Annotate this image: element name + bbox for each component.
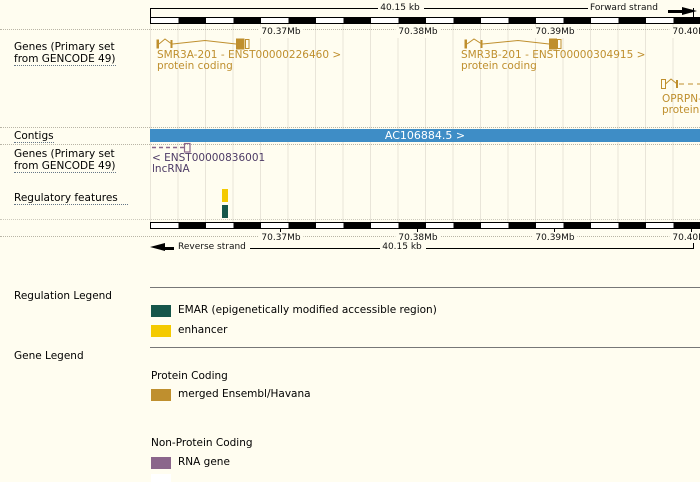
contig-bar[interactable]: AC106884.5 > [150,129,700,142]
exon-block [676,80,678,88]
gene-glyph-smr3a[interactable] [155,36,253,52]
legend-swatch-emar [151,305,171,317]
bottom-tick-label: 70.37Mb [258,233,304,244]
top-tick-label: 70.38Mb [395,27,441,38]
intron-line [172,39,237,45]
top-tick-label: 70.37Mb [258,27,304,38]
legend-swatch-merged [151,389,171,401]
reverse-arrow-tail [163,247,174,250]
gene-glyph-lncrna[interactable] [150,142,196,154]
gene-label-lncrna[interactable]: < ENST00000836001 [152,152,266,164]
utr-block [245,39,250,49]
bottom-scale-line-right [426,248,693,249]
legend-label-enhancer: enhancer [178,324,228,336]
separator-line [0,127,700,128]
forward-strand-arrow-icon [682,6,697,15]
track-label-contigs[interactable]: Contigs [14,130,54,143]
legend-heading-protein-coding: Protein Coding [151,370,228,382]
gene-legend-title: Gene Legend [14,350,84,362]
track-label-genes-forward[interactable]: Genes (Primary set from GENCODE 49) [14,41,116,66]
gene-label-smr3b[interactable]: SMR3B-201 - ENST00000304915 > [461,49,646,61]
gene-biotype-lncrna: lncRNA [152,163,190,175]
reverse-strand-arrow-icon [150,243,165,251]
top-scale-line-left [150,8,378,9]
bottom-tick-label: 70.40Mb [669,233,700,244]
legend-swatch-rna-gene [151,457,171,469]
legend-label-merged: merged Ensembl/Havana [178,388,311,400]
legend-swatch-enhancer [151,325,171,337]
bottom-tick-label: 70.39Mb [532,233,578,244]
track-label-line1: Genes (Primary set [14,41,115,53]
track-label-line2: from GENCODE 49) [14,159,116,173]
separator-line [0,29,700,30]
track-label-genes-reverse[interactable]: Genes (Primary set from GENCODE 49) [14,148,116,173]
legend-heading-non-protein-coding: Non-Protein Coding [151,437,253,449]
track-label-regulatory[interactable]: Regulatory features [14,192,128,205]
gridlines [150,17,700,228]
gene-biotype-smr3b: protein coding [461,60,537,72]
separator-line [0,219,700,220]
bottom-ruler [150,222,700,229]
exon-block [549,38,557,50]
gene-label-oprpn[interactable]: OPRPN- [662,93,700,105]
bottom-ruler-tick [554,228,555,232]
top-scale-label: 40.15 kb [380,3,420,13]
track-label-line1: Genes (Primary set [14,148,115,160]
top-tick-label: 70.40Mb [669,27,700,38]
bottom-ruler-tick [691,228,692,232]
exon-block [183,142,191,153]
bottom-ruler-tick [280,228,281,232]
intron-line [665,78,677,85]
bottom-ruler-tick [417,228,418,232]
track-label-line2: from GENCODE 49) [14,52,116,66]
legend-divider [150,347,700,348]
top-tick-label: 70.39Mb [532,27,578,38]
exon-block [236,38,245,50]
reverse-strand-label: Reverse strand [178,242,246,252]
top-ruler [150,17,700,24]
intron-line [158,38,172,45]
legend-label-rna-gene: RNA gene [178,456,230,468]
bottom-tick-label: 70.38Mb [395,233,441,244]
exon-block [464,39,467,49]
gene-glyph-oprpn[interactable] [660,76,700,92]
top-scale-line-right [424,8,588,9]
contig-name: AC106884.5 > [384,129,466,142]
forward-arrow-tail [668,10,684,13]
intron-line [482,39,550,45]
bottom-scale-label: 40.15 kb [382,242,422,252]
utr-block [557,39,562,49]
separator-line [0,144,700,145]
exon-block [480,40,483,48]
top-scale-left-tick [150,8,151,17]
regulatory-emar-block[interactable] [222,205,228,218]
gene-glyph-smr3b[interactable] [463,36,563,52]
regulatory-enhancer-block[interactable] [222,189,228,202]
legend-divider [150,287,700,288]
gene-biotype-oprpn: protein [662,104,700,116]
intron-line [466,38,482,45]
legend-label-emar: EMAR (epigenetically modified accessible… [178,304,437,316]
bottom-scale-right-tick [693,243,694,249]
bottom-scale-line-left [250,248,380,249]
gene-biotype-smr3a: protein coding [157,60,233,72]
utr-block [661,79,666,89]
separator-line [0,236,700,237]
legend-swatch-clipped [151,474,171,482]
gene-label-smr3a[interactable]: SMR3A-201 - ENST00000226460 > [157,49,342,61]
regulation-legend-title: Regulation Legend [14,290,112,302]
exon-block [156,39,159,49]
exon-block [170,40,173,48]
forward-strand-label: Forward strand [590,3,658,13]
